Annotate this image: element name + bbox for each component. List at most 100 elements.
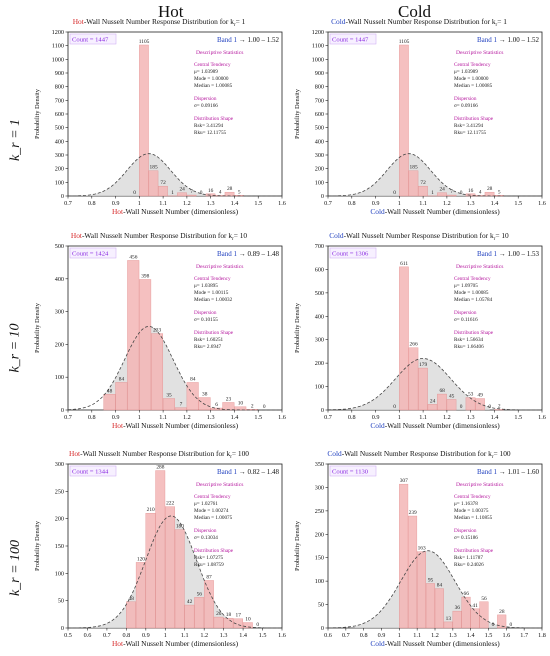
x-axis-label: Cold-Wall Nusselt Number (dimensionless) [370,421,500,430]
stats-kurtosis: Rku= 0.24026 [454,562,484,568]
stats-mean: μ= 1.03989 [194,69,218,75]
bar-value-label: 4 [219,189,222,195]
bar-value-label: 16 [468,188,474,194]
stats-skewness: Rsk= 3.41294 [194,123,224,129]
y-tick-label: 50 [318,602,324,609]
bar-value-label: 0 [263,404,266,410]
y-tick-label: 100 [315,384,324,391]
y-axis-label: Probability Density [294,520,301,571]
y-tick-label: 0 [61,407,64,414]
bar-value-label: 10 [238,401,244,407]
x-tick-label: 1.1 [159,200,167,207]
x-tick-label: 1 [138,414,141,421]
stats-sigma: σ= 0.09166 [194,103,218,109]
bar-value-label: 24 [430,398,436,404]
bar-value-label: 87 [206,574,212,580]
histogram-bar [399,266,409,411]
bar-value-label: 24 [439,187,445,193]
bar-value-label: 66 [464,591,470,597]
histogram-bar [223,617,234,629]
stats-sigma: σ= 0.09166 [454,103,478,109]
histogram-bar [234,406,247,411]
x-tick-label: 1.1 [159,414,167,421]
band-label: Band 1 → 0.89 – 1.48 [217,250,280,258]
histogram-bar [151,333,164,411]
x-tick-label: 0.6 [84,632,92,639]
bar-value-label: 233 [153,328,161,334]
y-tick-label: 300 [55,461,64,468]
bar-value-label: 180 [176,524,184,530]
y-tick-label: 400 [55,276,64,283]
y-tick-label: 350 [315,461,324,468]
y-tick-label: 1100 [52,43,64,50]
stats-mean: μ= 1.16378 [454,501,478,507]
x-tick-label: 0.8 [348,414,356,421]
histogram-bar [475,398,485,411]
y-tick-label: 500 [315,125,324,132]
x-tick-label: 1.4 [491,200,499,207]
x-tick-label: 1.5 [485,632,493,639]
y-tick-label: 400 [315,313,324,320]
bar-value-label: 35 [166,393,172,399]
chart-hot-kr-100: Hot-Wall Nusselt Number Response Distrib… [30,446,288,651]
histogram-bar [103,394,116,411]
bar-value-label: 7 [190,189,193,195]
bar-value-label: 38 [202,392,208,398]
bar-value-label: 68 [439,388,445,394]
bar-value-label: 4 [479,189,482,195]
histogram-bar [434,588,444,629]
x-tick-label: 0.7 [64,414,72,421]
stats-central-heading: Central Tendency [454,62,491,68]
y-tick-label: 700 [315,97,324,104]
bar-value-label: 84 [190,376,196,382]
bar-value-label: 28 [487,186,493,192]
y-tick-label: 0 [321,625,324,632]
y-axis-label: Probability Density [294,88,301,139]
band-label: Band 1 → 1.00 – 1.53 [477,250,540,258]
gaussian-fill [79,153,240,196]
y-tick-label: 300 [55,152,64,159]
x-tick-label: 1.2 [443,200,451,207]
y-tick-label: 0 [321,193,324,200]
y-tick-label: 50 [58,598,64,605]
bar-value-label: 2 [498,404,501,410]
x-tick-label: 1.4 [239,632,247,639]
bar-value-label: 179 [419,362,427,368]
row-label-kr-10: k_r = 10 [8,323,24,373]
histogram-bar [162,398,175,411]
histogram-bar [165,506,175,629]
stats-heading: Descriptive Statistics [456,50,503,56]
y-tick-label: 400 [55,138,64,145]
bar-value-label: 24 [179,187,185,193]
x-tick-label: 0.8 [348,200,356,207]
y-tick-label: 200 [315,166,324,173]
count-box [329,33,377,45]
stats-mode: Mode = 1.00274 [194,508,229,514]
bar-value-label: 398 [141,273,149,279]
x-tick-label: 1.5 [254,200,262,207]
stats-mode: Mode = 1.00375 [454,508,489,514]
stats-kurtosis: Rku= 12.11755 [454,130,487,136]
bar-value-label: 1 [431,190,434,196]
y-tick-label: 800 [315,84,324,91]
histogram-bar [425,583,435,629]
gaussian-curve [327,153,542,197]
column-header-cold: Cold [398,2,432,21]
bar-value-label: 7 [180,402,183,408]
y-axis-label: Probability Density [34,302,41,353]
histogram-bar [443,621,453,629]
y-tick-label: 150 [55,543,64,550]
band-label: Band 1 → 1.00 – 1.52 [217,36,280,44]
chart-cold-kr-100: Cold-Wall Nusselt Number Response Distri… [290,446,548,651]
count-box [329,247,377,259]
x-tick-label: 1.4 [231,414,239,421]
stats-heading: Descriptive Statistics [456,264,503,270]
x-tick-label: 1.2 [443,414,451,421]
histogram-bar [418,367,428,411]
histogram-bar [127,260,140,411]
histogram-bar [461,596,471,629]
histogram-bar [242,622,253,629]
x-tick-label: 1.8 [538,632,546,639]
stats-kurtosis: Rku= 1.66406 [454,344,484,350]
x-tick-label: 1.6 [538,200,546,207]
